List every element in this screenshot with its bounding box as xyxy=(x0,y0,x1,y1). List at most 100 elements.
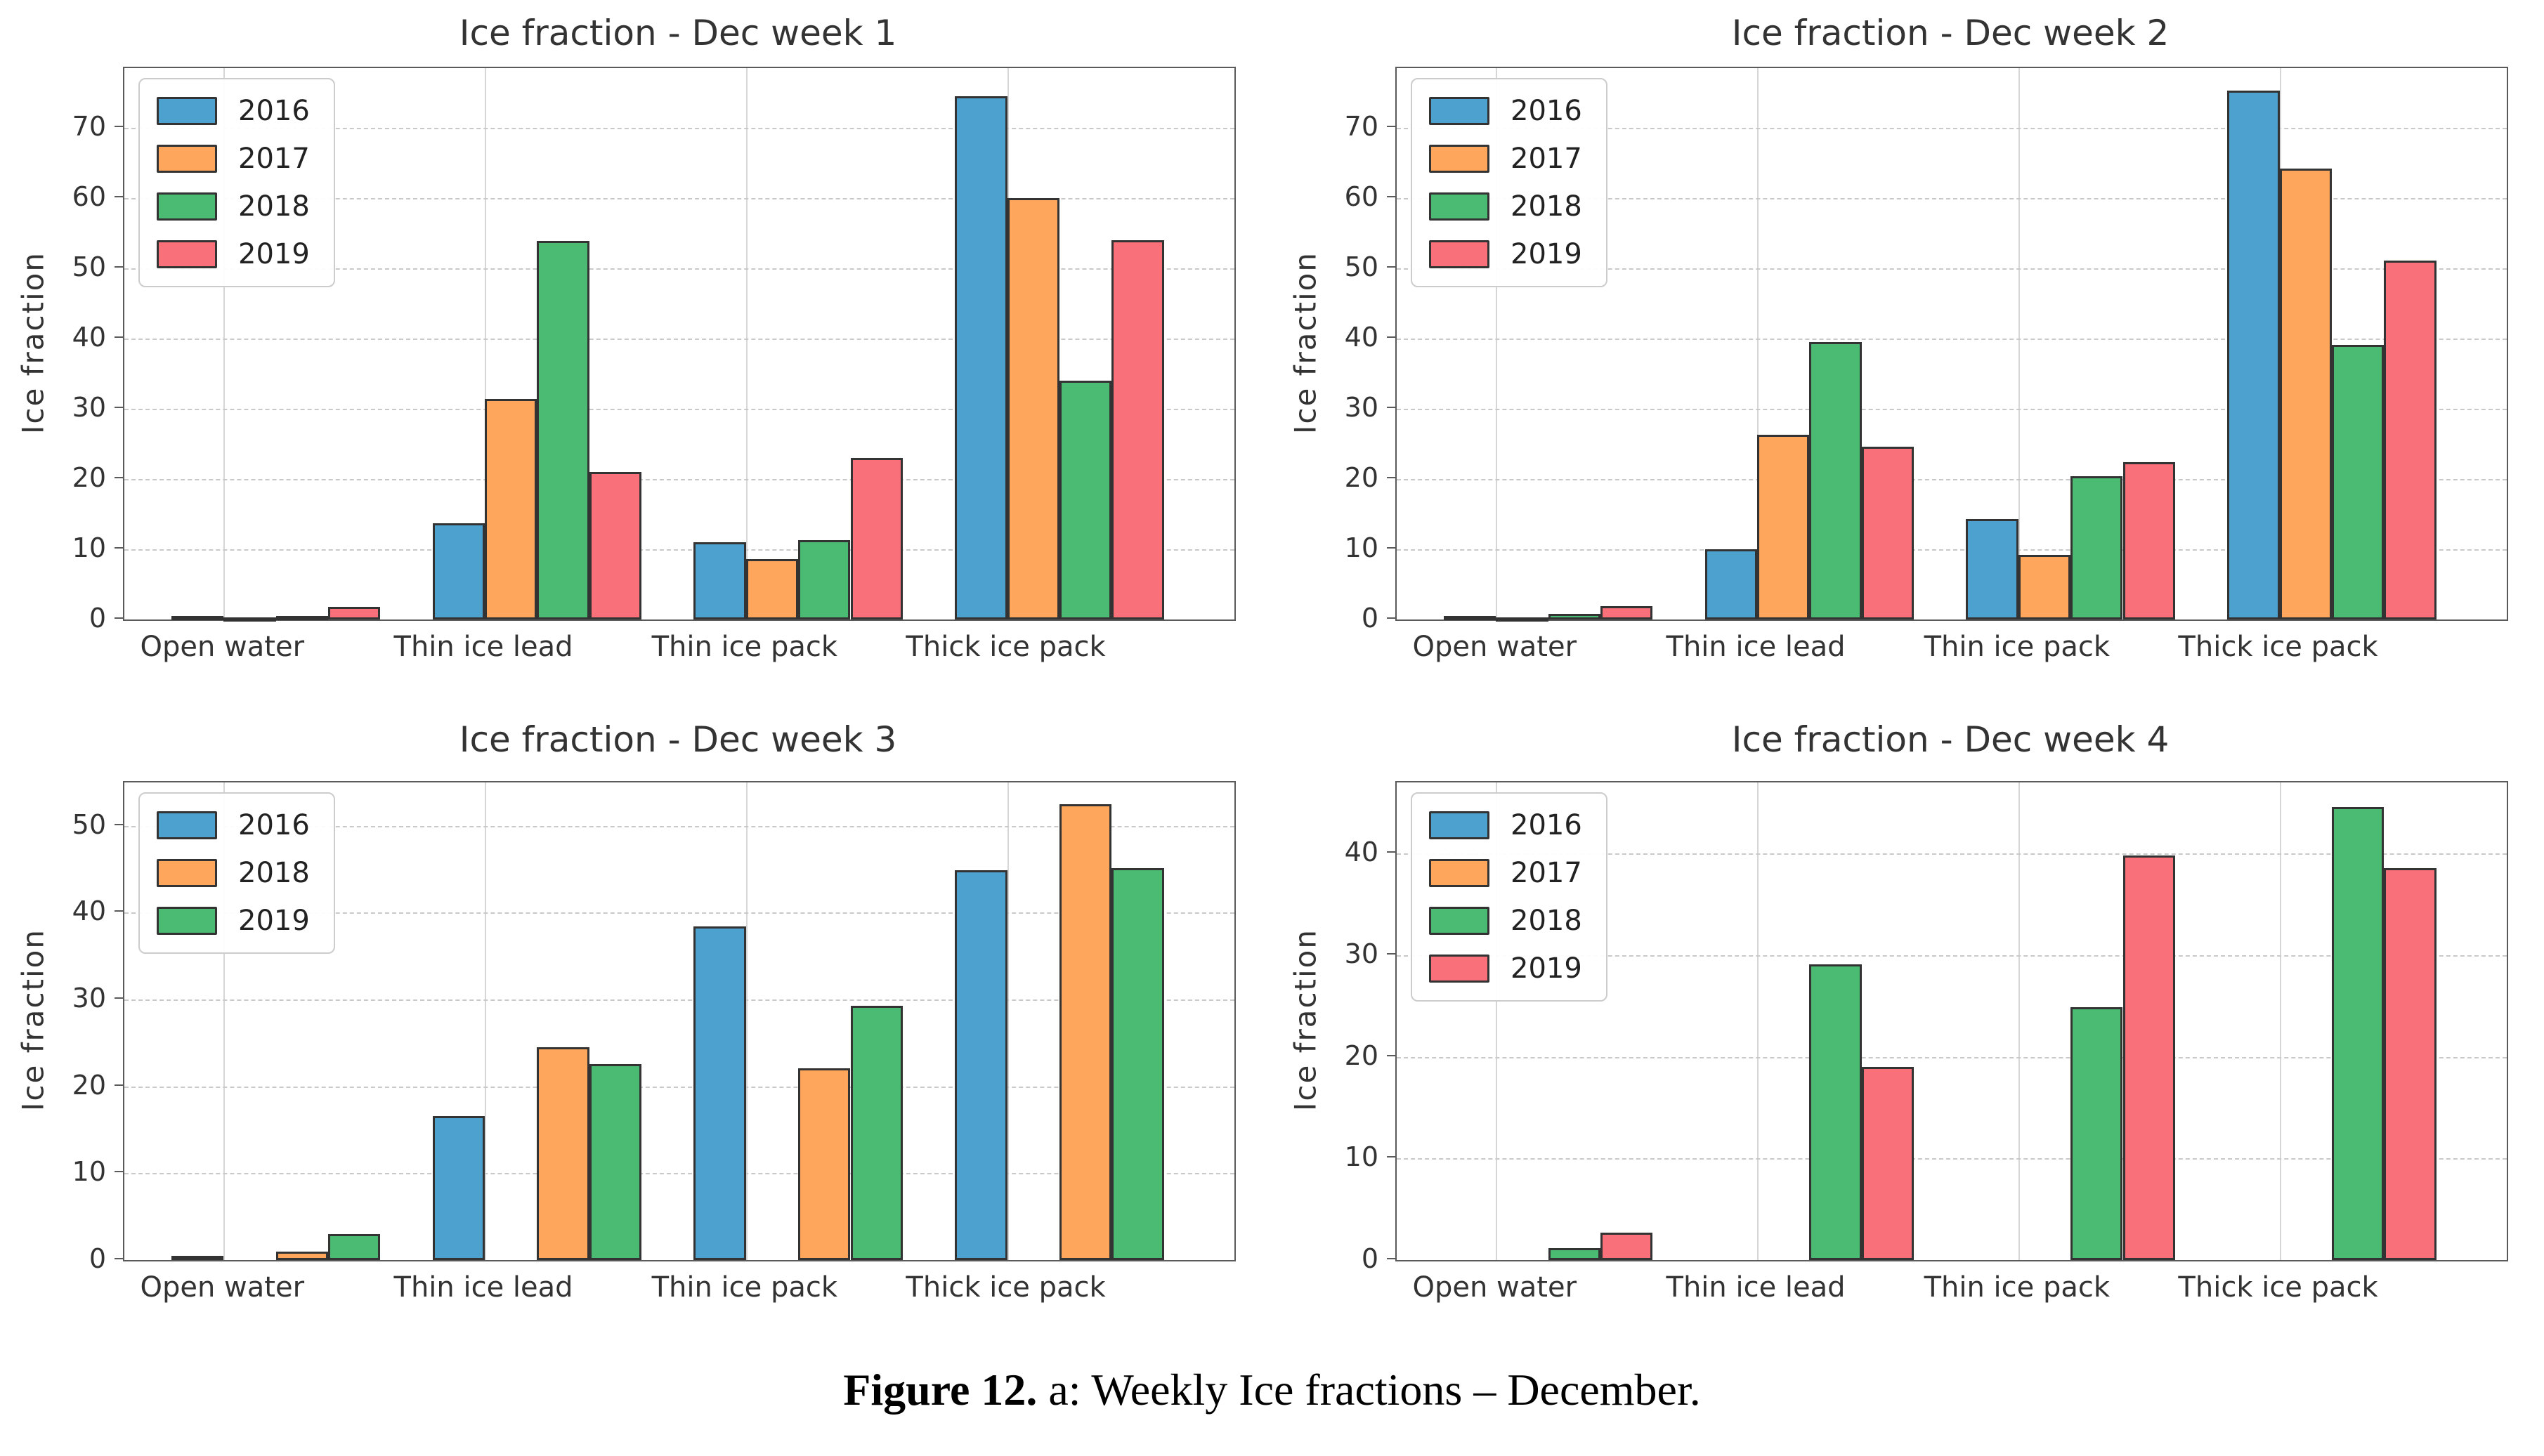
legend-item: 2018 xyxy=(157,190,310,223)
chart-dec-week-2: Ice fraction - Dec week 2 Ice fraction 0 10… xyxy=(1272,0,2544,702)
y-tick-label: 30 xyxy=(1344,938,1378,969)
legend-item: 2016 xyxy=(1429,95,1582,127)
legend-item: 2019 xyxy=(1429,238,1582,270)
h-gridline xyxy=(124,128,1234,129)
legend-item: 2017 xyxy=(157,143,310,175)
y-tick-label: 0 xyxy=(1361,603,1378,634)
legend-item: 2016 xyxy=(1429,809,1582,841)
h-gridline xyxy=(1397,549,2507,551)
legend-label: 2016 xyxy=(238,95,310,127)
x-tick-label: Thin ice pack xyxy=(651,631,838,663)
bar-2017-thin-ice-pack xyxy=(745,559,799,619)
h-gridline xyxy=(124,339,1234,340)
bar-2017-thick-ice-pack xyxy=(1007,198,1059,619)
bar-2018-open-water xyxy=(1548,614,1600,619)
bar-2018-thin-ice-lead xyxy=(1809,964,1862,1260)
legend-item: 2017 xyxy=(1429,143,1582,175)
bar-2019-open-water xyxy=(1600,606,1653,619)
y-tick-mark xyxy=(1387,952,1395,955)
v-gridline xyxy=(745,782,748,1260)
bar-2019-thin-ice-lead xyxy=(1861,447,1914,619)
h-gridline xyxy=(1397,479,2507,480)
legend-swatch-2016 xyxy=(1429,97,1489,125)
v-gridline xyxy=(2018,782,2020,1260)
y-tick-mark xyxy=(115,823,123,825)
legend-label: 2018 xyxy=(238,857,310,889)
x-tick-label: Open water xyxy=(1412,1271,1577,1304)
bar-2018-thick-ice-pack xyxy=(2331,806,2385,1260)
x-tick-label: Thick ice pack xyxy=(2178,631,2378,663)
v-gridline xyxy=(2018,68,2020,619)
legend-swatch-2019 xyxy=(157,240,217,268)
v-gridline xyxy=(223,68,226,619)
legend-swatch-2018 xyxy=(157,859,217,887)
legend-label: 2018 xyxy=(1511,905,1582,937)
legend-label: 2019 xyxy=(238,238,310,270)
x-tick-label: Thick ice pack xyxy=(906,631,1106,663)
x-tick-label: Open water xyxy=(1412,631,1577,663)
x-tick-label: Thick ice pack xyxy=(906,1271,1106,1304)
legend: 2016 2017 2018 2019 xyxy=(138,78,335,287)
legend-label: 2018 xyxy=(238,190,310,223)
h-gridline xyxy=(124,268,1234,270)
bar-2018-thin-ice-pack xyxy=(2070,1006,2123,1260)
y-tick-mark xyxy=(115,336,123,338)
x-tick-label: Thin ice pack xyxy=(1924,631,2111,663)
h-gridline xyxy=(124,912,1234,914)
y-tick-label: 10 xyxy=(1344,532,1378,563)
bar-2016-thick-ice-pack xyxy=(2227,91,2280,619)
v-gridline xyxy=(745,68,748,619)
x-tick-label: Thin ice lead xyxy=(393,631,573,663)
v-gridline xyxy=(1757,68,1759,619)
bar-2016-thin-ice-lead xyxy=(1704,549,1758,619)
legend-label: 2016 xyxy=(238,809,310,841)
chart-title: Ice fraction - Dec week 3 xyxy=(459,719,897,760)
bar-2016-thick-ice-pack xyxy=(955,96,1007,619)
bar-2019-thick-ice-pack xyxy=(1111,868,1164,1260)
h-gridline xyxy=(124,479,1234,480)
y-tick-mark xyxy=(115,1171,123,1173)
y-tick-mark xyxy=(115,266,123,268)
v-gridline xyxy=(485,782,487,1260)
h-gridline xyxy=(1397,128,2507,129)
legend: 2016 2017 2018 2019 xyxy=(1411,78,1607,287)
legend-swatch-2017 xyxy=(1429,859,1489,887)
bar-2017-open-water xyxy=(1496,617,1548,622)
bar-2018-thick-ice-pack xyxy=(1059,804,1112,1260)
chart-dec-week-3: Ice fraction - Dec week 3 Ice fraction 0 10… xyxy=(0,702,1272,1359)
bar-2019-thick-ice-pack xyxy=(2384,867,2437,1260)
y-tick-mark xyxy=(1387,336,1395,338)
chart-title: Ice fraction - Dec week 4 xyxy=(1731,719,2170,760)
caption-label: Figure 12. xyxy=(843,1365,1038,1415)
y-tick-label: 70 xyxy=(72,111,106,142)
y-tick-mark xyxy=(115,407,123,408)
legend-swatch-2019 xyxy=(1429,955,1489,983)
h-gridline xyxy=(124,549,1234,551)
y-tick-label: 0 xyxy=(89,603,106,634)
y-tick-label: 50 xyxy=(72,808,106,840)
y-tick-mark xyxy=(1387,851,1395,853)
h-gridline xyxy=(124,825,1234,827)
plot-area xyxy=(123,67,1236,622)
bar-2017-thin-ice-lead xyxy=(1757,435,1810,619)
h-gridline xyxy=(124,409,1234,410)
legend-swatch-2016 xyxy=(1429,811,1489,839)
plot-area xyxy=(123,781,1236,1261)
legend-label: 2016 xyxy=(1511,95,1582,127)
h-gridline xyxy=(1397,1158,2507,1160)
bar-2019-open-water xyxy=(327,607,381,619)
y-tick-label: 0 xyxy=(1361,1243,1378,1274)
bar-2018-thick-ice-pack xyxy=(1059,381,1112,619)
legend-swatch-2019 xyxy=(1429,240,1489,268)
y-tick-label: 50 xyxy=(1344,251,1378,282)
x-tick-label: Thin ice lead xyxy=(1666,631,1846,663)
legend-swatch-2018 xyxy=(1429,907,1489,935)
y-tick-mark xyxy=(1387,477,1395,478)
bar-2019-thin-ice-lead xyxy=(589,472,642,619)
legend: 2016 2017 2018 2019 xyxy=(1411,792,1607,1002)
h-gridline xyxy=(1397,853,2507,855)
bar-2019-thin-ice-pack xyxy=(850,458,903,619)
v-gridline xyxy=(1757,782,1759,1260)
bar-2016-open-water xyxy=(171,616,224,620)
y-tick-label: 10 xyxy=(72,1156,106,1188)
